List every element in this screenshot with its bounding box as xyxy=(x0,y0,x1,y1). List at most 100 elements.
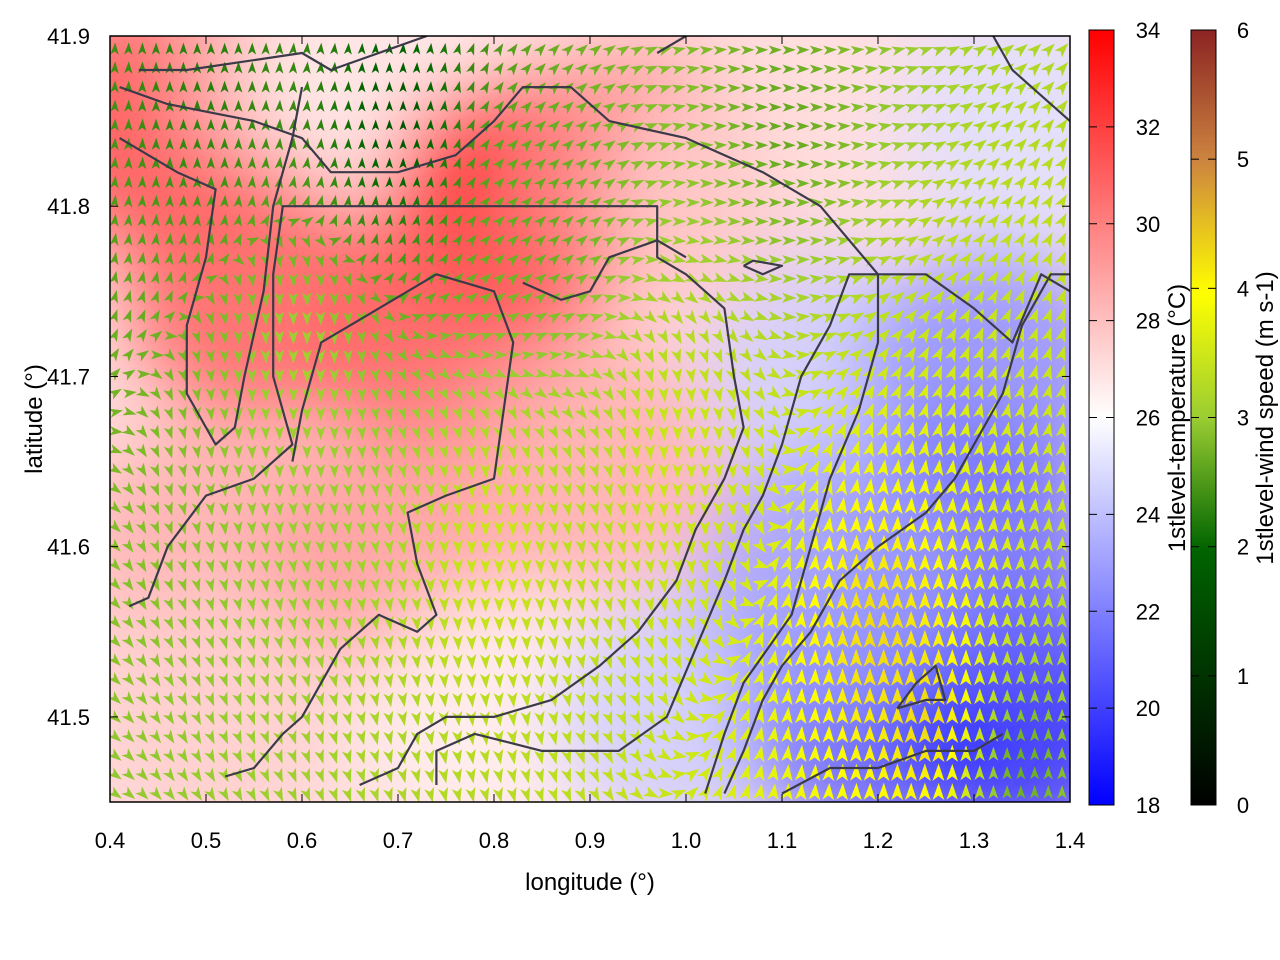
wind-arrow-498 xyxy=(218,653,228,669)
wind-arrow-2031 xyxy=(123,232,133,246)
wind-arrow-2441 xyxy=(944,140,961,153)
wind-arrow-537 xyxy=(752,650,764,668)
wind-arrow-1275 xyxy=(315,444,326,460)
wind-arrow-2481 xyxy=(533,120,547,133)
wind-arrow-1103 xyxy=(835,497,848,515)
wind-arrow-1619 xyxy=(233,349,243,364)
wind-arrow-1392 xyxy=(959,421,971,439)
wind-arrow-1087 xyxy=(616,501,628,517)
wind-arrow-974 xyxy=(987,535,999,553)
wind-arrow-956 xyxy=(739,538,750,556)
wind-arrow-2680 xyxy=(385,62,394,74)
wind-arrow-894 xyxy=(849,553,862,572)
wind-arrow-1162 xyxy=(685,482,697,499)
wind-arrow-104 xyxy=(574,767,585,784)
wind-arrow-1823 xyxy=(150,290,159,304)
wind-arrow-1546 xyxy=(191,368,201,383)
wind-arrow-2326 xyxy=(329,156,339,170)
x-tick-label: 1.1 xyxy=(767,828,798,853)
wind-arrow-342 xyxy=(960,706,972,724)
wind-arrow-1936 xyxy=(740,272,756,283)
wind-arrow-784 xyxy=(301,577,312,593)
wind-arrow-2136 xyxy=(602,216,617,229)
wind-arrow-1735 xyxy=(862,329,877,344)
wind-arrow-1262 xyxy=(135,443,148,458)
wind-arrow-2075 xyxy=(726,235,742,246)
wind-arrow-1278 xyxy=(356,444,367,460)
wind-arrow-1130 xyxy=(246,482,257,498)
wind-arrow-1914 xyxy=(437,272,450,286)
wind-arrow-601 xyxy=(670,633,681,651)
wind-arrow-509 xyxy=(369,653,380,669)
wind-arrow-2614 xyxy=(439,81,448,93)
wind-arrow-175 xyxy=(588,748,599,765)
wind-arrow-270 xyxy=(932,725,945,744)
wind-arrow-1880 xyxy=(930,290,945,306)
x-axis: 0.4 0.5 0.6 0.7 0.8 0.9 1.0 1.1 1.2 1.3 1.4 xyxy=(95,36,1086,853)
wind-arrow-2284 xyxy=(713,178,728,189)
wind-arrow-470 xyxy=(794,668,807,686)
wind-arrow-2198 xyxy=(492,196,505,210)
wind-arrow-75 xyxy=(176,767,189,782)
wind-arrow-1948 xyxy=(903,272,919,287)
wind-arrow-1769 xyxy=(369,310,380,325)
x-tick-label: 1.4 xyxy=(1055,828,1086,853)
wind-arrow-2692 xyxy=(547,63,560,76)
wind-arrow-625 xyxy=(1001,631,1013,647)
wind-arrow-431 xyxy=(259,672,270,688)
wind-arrow-2118 xyxy=(357,213,366,227)
wind-arrow-1807 xyxy=(889,309,904,325)
wind-arrow-1465 xyxy=(1000,402,1012,420)
wind-arrow-2013 xyxy=(836,255,852,266)
wind-arrow-124 xyxy=(849,763,862,782)
wind-arrow-753 xyxy=(836,591,849,610)
wind-arrow-2130 xyxy=(519,215,533,229)
wind-arrow-165 xyxy=(451,748,463,765)
wind-arrow-378 xyxy=(493,691,504,708)
wind-arrow-324 xyxy=(710,709,726,726)
wind-arrow-551 xyxy=(946,649,959,667)
wind-arrow-2759 xyxy=(506,43,518,57)
wind-arrow-1740 xyxy=(931,327,944,344)
wind-arrow-2091 xyxy=(944,233,959,249)
wind-arrow-2624 xyxy=(574,82,588,95)
wind-arrow-1523 xyxy=(834,385,849,402)
wind-arrow-2706 xyxy=(741,64,755,74)
wind-arrow-559 xyxy=(1056,650,1067,666)
wind-arrow-2788 xyxy=(904,46,920,57)
wind-arrow-157 xyxy=(341,748,352,765)
wind-arrow-915 xyxy=(177,539,187,554)
wind-arrow-504 xyxy=(301,653,311,669)
wind-arrow-2658 xyxy=(1040,81,1055,96)
wind-arrow-1108 xyxy=(904,496,917,515)
wind-arrow-2391 xyxy=(261,137,270,151)
wind-arrow-2045 xyxy=(314,233,327,247)
wind-arrow-1560 xyxy=(383,367,393,383)
wind-arrow-995 xyxy=(315,520,326,536)
wind-arrow-959 xyxy=(780,536,792,554)
wind-arrow-2783 xyxy=(836,45,851,56)
wind-arrow-1251 xyxy=(945,459,957,477)
wind-arrow-2343 xyxy=(561,158,574,172)
wind-arrow-1737 xyxy=(889,328,904,344)
wind-arrow-414 xyxy=(988,688,999,704)
wind-arrow-1300 xyxy=(658,444,670,461)
wind-arrow-5 xyxy=(176,786,189,801)
contour-line-5 xyxy=(435,273,1070,785)
wind-arrow-181 xyxy=(670,749,688,760)
wind-arrow-1593 xyxy=(834,367,850,382)
wind-arrow-2143 xyxy=(699,216,714,227)
wind-arrow-1193 xyxy=(149,462,160,478)
wind-arrow-805 xyxy=(589,577,600,594)
wind-arrow-2019 xyxy=(917,253,932,268)
temperature-colorbar-label: 1stlevel-temperature (°C) xyxy=(1164,284,1191,552)
wind-arrow-1118 xyxy=(1042,497,1054,514)
colorbar-tick-label: 28 xyxy=(1136,309,1160,334)
wind-arrow-2622 xyxy=(547,82,560,95)
wind-arrow-1006 xyxy=(466,520,477,537)
wind-arrow-2691 xyxy=(533,62,546,76)
wind-arrow-569 xyxy=(232,634,242,650)
wind-arrow-1764 xyxy=(302,311,312,326)
wind-arrow-218 xyxy=(218,729,229,745)
